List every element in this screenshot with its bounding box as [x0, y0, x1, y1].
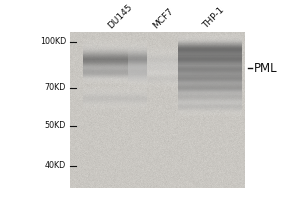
- Text: 70KD: 70KD: [45, 84, 66, 92]
- Text: 50KD: 50KD: [45, 121, 66, 130]
- Text: 100KD: 100KD: [40, 38, 66, 46]
- Text: THP-1: THP-1: [201, 5, 226, 30]
- Text: MCF7: MCF7: [152, 6, 176, 30]
- Text: 40KD: 40KD: [45, 162, 66, 170]
- Text: DU145: DU145: [106, 2, 135, 30]
- Text: PML: PML: [254, 62, 278, 74]
